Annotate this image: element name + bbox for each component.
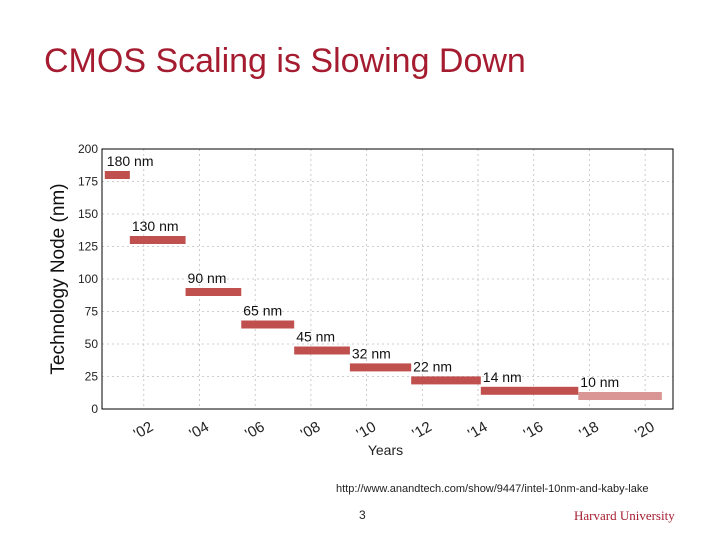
y-axis-title: Technology Node (nm) — [48, 183, 69, 374]
node-bar — [480, 386, 579, 395]
node-bar — [411, 376, 481, 385]
plot-frame — [101, 148, 674, 410]
y-tick-label: 150 — [78, 207, 98, 221]
brand-wordmark: Harvard University — [574, 508, 675, 523]
y-tick-label: 25 — [85, 370, 99, 384]
node-label: 22 nm — [413, 358, 452, 374]
node-bar — [104, 171, 130, 179]
node-label: 10 nm — [580, 374, 619, 390]
node-label: 130 nm — [132, 218, 179, 234]
slide-title: CMOS Scaling is Slowing Down — [44, 42, 526, 80]
node-bar — [349, 363, 412, 372]
node-bar — [294, 346, 350, 355]
y-tick-label: 0 — [91, 402, 98, 416]
node-label: 65 nm — [243, 303, 282, 319]
y-tick-label: 125 — [78, 240, 98, 254]
x-tick-label: '10 — [354, 418, 379, 443]
node-label: 180 nm — [107, 153, 154, 169]
x-tick-label: '12 — [409, 418, 434, 443]
x-tick-label: '16 — [521, 418, 546, 443]
x-tick-label: '20 — [632, 418, 657, 443]
node-bar — [185, 288, 242, 296]
y-tick-label: 200 — [78, 142, 98, 156]
x-tick-label: '02 — [131, 418, 156, 443]
node-bar — [578, 392, 662, 400]
x-tick-label: '06 — [242, 418, 267, 443]
y-tick-label: 100 — [78, 272, 98, 286]
x-tick-label: '14 — [465, 418, 490, 443]
node-bar — [129, 236, 186, 244]
node-label: 45 nm — [296, 329, 335, 345]
page-number: 3 — [359, 508, 366, 522]
y-tick-label: 175 — [78, 175, 98, 189]
x-tick-label: '08 — [298, 418, 323, 443]
y-tick-label: 50 — [85, 337, 99, 351]
node-label: 90 nm — [188, 270, 227, 286]
node-bar — [241, 320, 295, 329]
x-tick-label: '18 — [576, 418, 601, 443]
y-tick-label: 75 — [85, 305, 99, 319]
source-citation: http://www.anandtech.com/show/9447/intel… — [336, 483, 649, 495]
node-label: 32 nm — [352, 345, 391, 361]
node-label: 14 nm — [483, 369, 522, 385]
x-axis-title: Years — [368, 442, 403, 458]
x-tick-label: '04 — [187, 418, 212, 443]
